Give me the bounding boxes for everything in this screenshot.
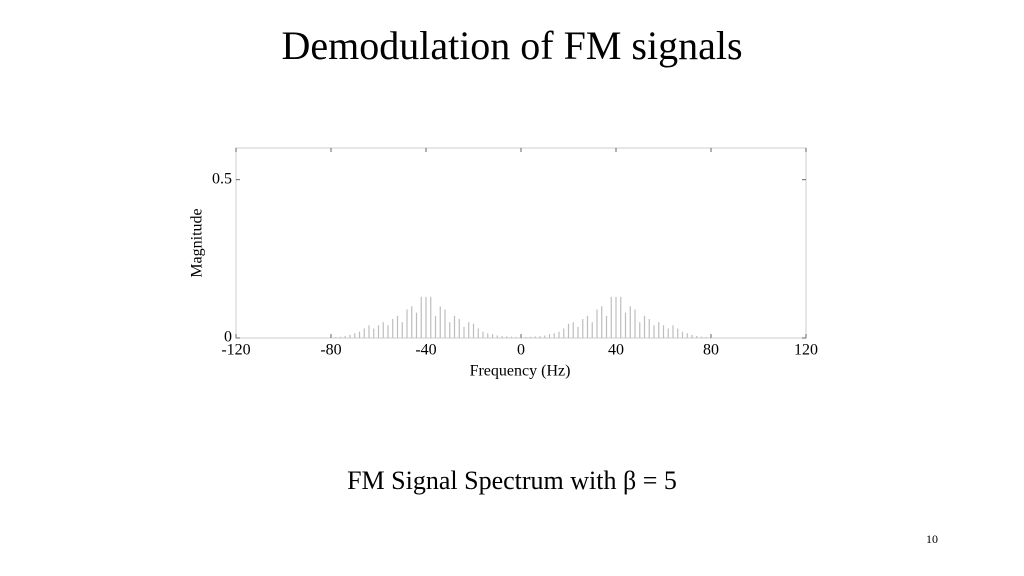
x-tick-label: 40 [608,342,624,359]
x-tick-label: 80 [703,342,719,359]
x-axis-label: Frequency (Hz) [470,363,571,380]
y-tick-label: 0 [224,329,232,346]
x-tick-label: -120 [221,342,250,359]
x-tick-label: -40 [415,342,436,359]
slide-title: Demodulation of FM signals [281,23,742,68]
x-tick-label: -80 [320,342,341,359]
y-tick-label: 0.5 [212,170,232,187]
x-tick-label: 0 [517,342,525,359]
caption: FM Signal Spectrum with β = 5 [347,466,677,495]
x-tick-label: 120 [794,342,818,359]
y-axis-label: Magnitude [189,208,206,277]
page-number: 10 [926,532,938,546]
plot-frame [235,147,807,339]
